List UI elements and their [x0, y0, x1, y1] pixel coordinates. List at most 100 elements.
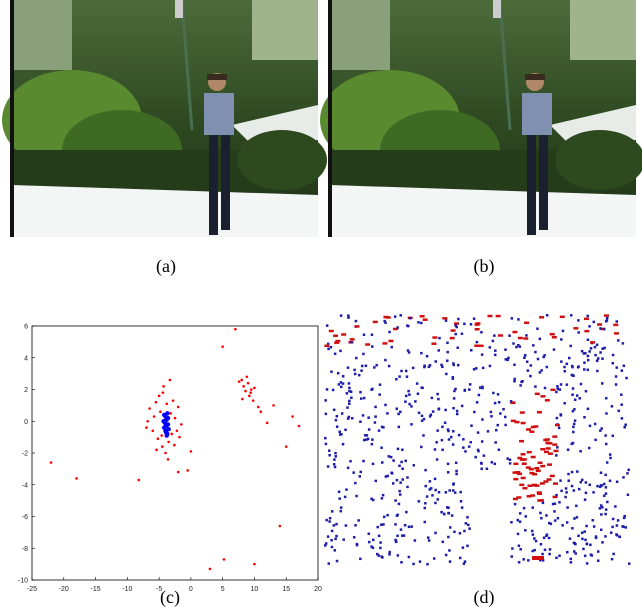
- flow-vector: [615, 534, 619, 537]
- flow-vector: [449, 526, 452, 529]
- flow-vector: [441, 365, 444, 369]
- flow-vector: [584, 491, 588, 495]
- flow-vector: [406, 349, 410, 352]
- flow-vector: [594, 438, 597, 442]
- flow-vector: [438, 336, 441, 340]
- point: [165, 431, 170, 437]
- flow-vector: [380, 555, 383, 558]
- flow-vector: [408, 316, 412, 320]
- flow-vector: [388, 330, 391, 334]
- flow-vector: [545, 514, 548, 517]
- flow-vector: [616, 519, 620, 522]
- flow-vector: [440, 510, 443, 514]
- flow-vector: [620, 369, 624, 372]
- flow-vector: [437, 490, 441, 494]
- flow-vector: [425, 495, 429, 498]
- flow-vector: [396, 554, 400, 557]
- flow-vector: [521, 458, 527, 461]
- flow-vector: [497, 401, 501, 404]
- flow-vector: [480, 440, 484, 443]
- flow-vector: [406, 476, 409, 479]
- flow-vector: [370, 333, 374, 336]
- flow-vector: [469, 323, 473, 326]
- flow-vector: [493, 462, 497, 466]
- flow-vector: [423, 506, 427, 510]
- flow-vector: [332, 524, 336, 527]
- flow-vector: [605, 442, 608, 446]
- flow-vector: [586, 358, 590, 362]
- flow-vector: [431, 342, 437, 345]
- flow-vector: [520, 380, 523, 384]
- flow-vector: [522, 506, 526, 510]
- flow-vector: [513, 377, 516, 381]
- flow-vector: [545, 447, 551, 450]
- flow-vector: [618, 535, 621, 539]
- flow-vector: [475, 340, 479, 344]
- flow-vector: [541, 501, 545, 505]
- flow-vector: [577, 331, 580, 334]
- flow-vector: [553, 519, 557, 522]
- flow-vector: [482, 454, 486, 457]
- flow-vector: [420, 351, 423, 355]
- flow-vector: [451, 376, 455, 379]
- flow-vector: [515, 345, 518, 349]
- flow-vector: [370, 545, 373, 548]
- flow-vector: [358, 475, 362, 478]
- flow-vector: [588, 483, 591, 487]
- point: [161, 419, 166, 424]
- flow-vector: [454, 387, 457, 391]
- flow-vector: [519, 411, 525, 414]
- flow-vector: [537, 461, 543, 465]
- x-tick-label: 0: [189, 586, 193, 593]
- flow-vector: [510, 555, 513, 558]
- flow-vector: [517, 561, 521, 564]
- flow-vector: [350, 396, 353, 400]
- flow-vector: [417, 500, 421, 503]
- flow-vector: [399, 314, 402, 317]
- flow-vector: [520, 453, 526, 456]
- flow-vector: [599, 327, 602, 330]
- flow-vector: [534, 466, 540, 470]
- point: [259, 410, 263, 414]
- flow-vector: [472, 317, 476, 320]
- flow-vector: [572, 489, 576, 492]
- flow-vector: [422, 318, 428, 321]
- flow-vector: [436, 429, 439, 432]
- flow-vector: [470, 424, 473, 427]
- flow-vector: [539, 511, 542, 515]
- flow-vector: [379, 541, 382, 544]
- flow-vector: [474, 323, 480, 326]
- flow-vector: [564, 495, 567, 499]
- flow-vector: [335, 534, 338, 538]
- flow-vector: [338, 430, 341, 434]
- flow-vector: [392, 459, 395, 462]
- flow-vector: [441, 448, 444, 452]
- flow-vector: [337, 490, 341, 494]
- flow-vector: [604, 535, 607, 538]
- point: [157, 394, 161, 398]
- flow-vector: [547, 452, 553, 455]
- x-tick-label: -15: [90, 586, 100, 593]
- flow-vector: [348, 389, 351, 393]
- flow-vector: [539, 316, 545, 319]
- flow-vector: [370, 442, 374, 446]
- flow-vector: [544, 399, 550, 402]
- flow-field: [324, 314, 631, 566]
- flow-vector: [370, 497, 373, 501]
- flow-vector: [394, 540, 398, 543]
- photo-b: [318, 0, 642, 239]
- point: [248, 394, 251, 398]
- flow-vector: [380, 497, 384, 500]
- flow-vector: [534, 539, 538, 543]
- flow-vector: [588, 325, 591, 328]
- flow-vector: [354, 481, 357, 485]
- flow-vector: [579, 449, 582, 453]
- flow-vector: [563, 369, 567, 373]
- flow-vector: [444, 491, 448, 494]
- point: [246, 381, 250, 385]
- flow-vector: [622, 364, 626, 368]
- flow-vector: [557, 426, 561, 430]
- flow-vector: [437, 397, 440, 401]
- flow-vector: [408, 393, 411, 396]
- flow-vector: [422, 417, 426, 421]
